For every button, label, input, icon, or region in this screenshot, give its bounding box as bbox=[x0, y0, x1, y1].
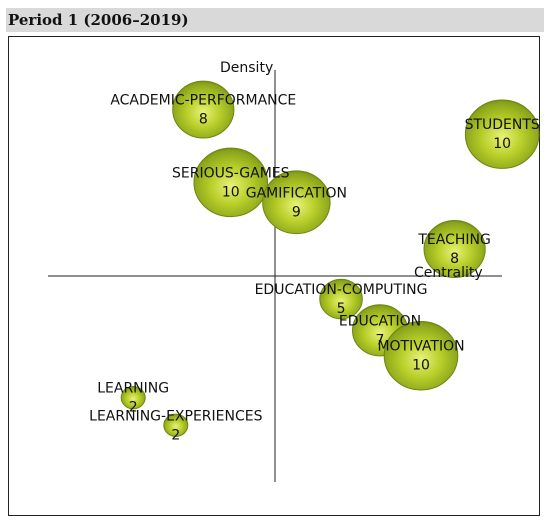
bubble-label-motivation: MOTIVATION bbox=[377, 339, 464, 355]
bubble-label-learning-experiences: LEARNING-EXPERIENCES bbox=[89, 408, 262, 424]
bubble-learning bbox=[120, 386, 146, 410]
bubble-label-education: EDUCATION bbox=[339, 313, 421, 329]
x-axis-label: Centrality bbox=[414, 265, 483, 281]
bubble-value-students: 10 bbox=[493, 136, 511, 152]
period-title: Period 1 (2006–2019) bbox=[6, 8, 544, 32]
bubble-label-academic-performance: ACADEMIC-PERFORMANCE bbox=[110, 93, 296, 109]
bubble-label-serious-games: SERIOUS-GAMES bbox=[172, 165, 290, 181]
bubble-education-computing bbox=[319, 278, 363, 320]
bubble-value-education: 7 bbox=[376, 332, 385, 348]
bubble-label-gamification: GAMIFICATION bbox=[246, 185, 347, 201]
bubble-value-academic-performance: 8 bbox=[199, 112, 208, 128]
bubbles-layer bbox=[120, 80, 540, 437]
bubble-label-students: STUDENTS bbox=[465, 117, 540, 133]
bubble-serious-games bbox=[193, 147, 269, 218]
bubble-value-serious-games: 10 bbox=[222, 184, 240, 200]
bubble-gamification bbox=[262, 170, 331, 235]
bubble-value-motivation: 10 bbox=[412, 358, 430, 374]
y-axis-label: Density bbox=[220, 60, 273, 76]
bubble-learning-experiences bbox=[163, 413, 189, 437]
bubble-motivation bbox=[383, 321, 459, 391]
bubble-value-teaching: 8 bbox=[450, 251, 459, 267]
bubble-students bbox=[464, 99, 540, 169]
labels-layer: ACADEMIC-PERFORMANCE 8 STUDENTS 10 SERIOUS-G… bbox=[89, 93, 540, 444]
bubble-value-gamification: 9 bbox=[292, 204, 301, 220]
bubble-label-learning: LEARNING bbox=[97, 381, 169, 397]
bubble-teaching bbox=[423, 220, 486, 278]
bubble-value-learning-experiences: 2 bbox=[171, 427, 180, 443]
bubble-label-education-computing: EDUCATION-COMPUTING bbox=[255, 282, 428, 298]
bubble-value-education-computing: 5 bbox=[337, 301, 346, 317]
bubble-value-learning: 2 bbox=[129, 400, 138, 416]
bubble-label-teaching: TEACHING bbox=[417, 232, 490, 248]
bubble-academic-performance bbox=[172, 80, 235, 139]
